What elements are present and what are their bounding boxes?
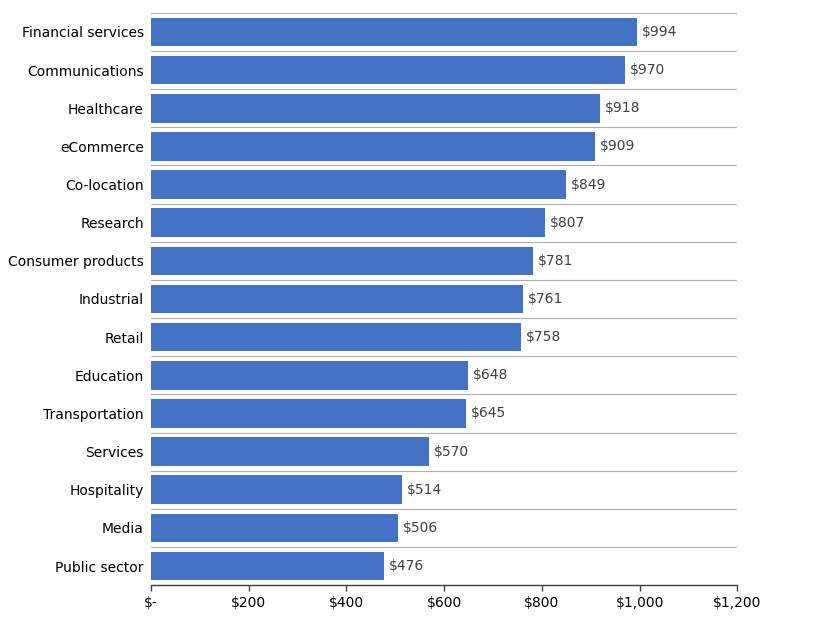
Text: $758: $758: [526, 330, 561, 344]
Bar: [151, 475, 402, 504]
Bar: [151, 246, 533, 275]
Bar: [151, 17, 637, 46]
Text: $514: $514: [407, 483, 442, 497]
Bar: [151, 170, 566, 199]
Bar: [151, 361, 468, 390]
Text: $994: $994: [642, 25, 677, 39]
Text: $506: $506: [403, 521, 438, 535]
Text: $476: $476: [388, 559, 424, 573]
Bar: [151, 399, 466, 428]
Text: $807: $807: [551, 215, 586, 230]
Text: $781: $781: [537, 254, 573, 268]
Text: $970: $970: [630, 63, 665, 77]
Bar: [151, 56, 625, 84]
Bar: [151, 514, 398, 542]
Text: $918: $918: [604, 101, 640, 115]
Text: $761: $761: [528, 292, 563, 306]
Bar: [151, 323, 521, 352]
Text: $849: $849: [571, 177, 606, 192]
Text: $909: $909: [600, 140, 635, 154]
Bar: [151, 552, 384, 581]
Text: $570: $570: [434, 444, 469, 458]
Text: $648: $648: [473, 368, 508, 383]
Text: $645: $645: [471, 406, 506, 421]
Bar: [151, 208, 546, 237]
Bar: [151, 437, 429, 466]
Bar: [151, 94, 599, 123]
Bar: [151, 132, 595, 161]
Bar: [151, 285, 523, 313]
